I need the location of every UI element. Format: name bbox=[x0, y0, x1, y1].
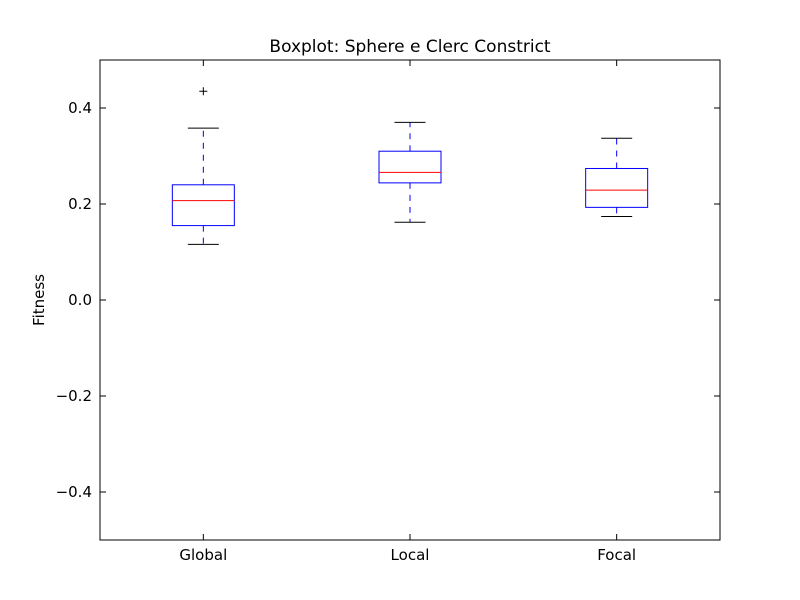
x-tick-label: Global bbox=[179, 546, 227, 564]
box-iqr bbox=[171, 184, 235, 227]
y-axis-label: Fitness bbox=[30, 274, 48, 326]
x-tick-label: Focal bbox=[597, 546, 636, 564]
box-iqr bbox=[378, 150, 442, 184]
outlier-marker bbox=[199, 87, 208, 96]
plot-area: −0.4 −0.2 0.0 0.2 0.4 Global Local Focal bbox=[56, 60, 720, 564]
y-tick-label: −0.4 bbox=[56, 483, 92, 501]
box-iqr bbox=[585, 167, 649, 208]
y-tick-label: 0.4 bbox=[68, 99, 92, 117]
y-tick-label: 0.0 bbox=[68, 291, 92, 309]
y-tick-label: 0.2 bbox=[68, 195, 92, 213]
plot-frame bbox=[99, 59, 721, 541]
x-tick-label: Local bbox=[391, 546, 430, 564]
chart-title: Boxplot: Sphere e Clerc Constrict bbox=[269, 37, 551, 57]
y-tick-label: −0.2 bbox=[56, 387, 92, 405]
